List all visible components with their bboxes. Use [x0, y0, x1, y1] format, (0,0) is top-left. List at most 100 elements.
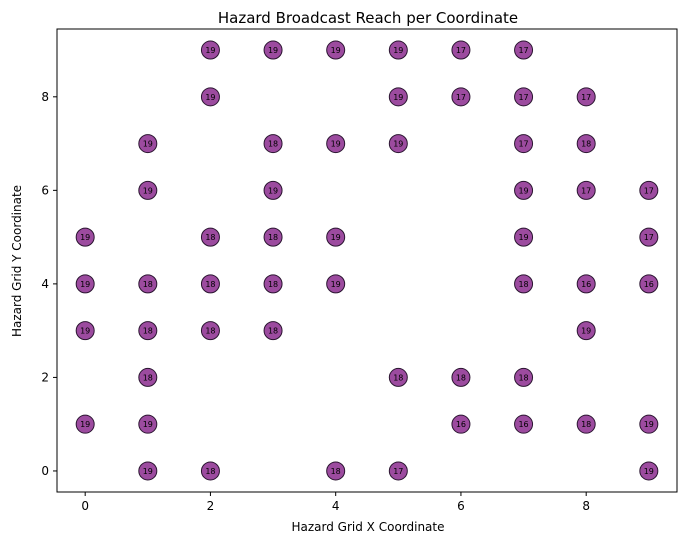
data-point-label: 17 — [518, 46, 528, 55]
data-point-marker — [75, 321, 95, 341]
x-tick-label: 8 — [582, 499, 590, 513]
data-point: 17 — [514, 87, 534, 107]
data-point-marker — [514, 180, 534, 200]
data-point-marker — [263, 274, 283, 294]
data-point: 19 — [138, 180, 158, 200]
data-point: 18 — [576, 134, 596, 154]
y-tick-label: 8 — [41, 90, 49, 104]
data-point-label: 19 — [644, 420, 654, 429]
data-point-label: 17 — [644, 233, 654, 242]
data-point-marker — [388, 461, 408, 481]
data-point-marker — [263, 134, 283, 154]
data-point-marker — [263, 180, 283, 200]
data-point: 19 — [326, 227, 346, 247]
data-point: 18 — [514, 274, 534, 294]
x-tick-label: 2 — [207, 499, 215, 513]
y-tick-label: 0 — [41, 464, 49, 478]
y-tick-label: 4 — [41, 277, 49, 291]
data-point: 18 — [200, 321, 220, 341]
y-axis-label: Hazard Grid Y Coordinate — [10, 185, 24, 337]
data-point: 18 — [263, 321, 283, 341]
data-point: 19 — [75, 414, 95, 434]
data-point-label: 18 — [456, 373, 466, 382]
data-point-marker — [138, 274, 158, 294]
data-point-label: 19 — [331, 280, 341, 289]
data-point: 17 — [576, 87, 596, 107]
data-point-label: 19 — [80, 420, 90, 429]
data-point: 18 — [576, 414, 596, 434]
data-point-label: 19 — [331, 46, 341, 55]
data-point: 17 — [451, 87, 471, 107]
data-point-label: 17 — [393, 467, 403, 476]
data-point-marker — [639, 274, 659, 294]
data-point-label: 19 — [80, 280, 90, 289]
data-point: 17 — [388, 461, 408, 481]
data-point-label: 17 — [456, 46, 466, 55]
data-point-label: 18 — [518, 373, 528, 382]
x-tick-label: 6 — [457, 499, 465, 513]
data-point-label: 19 — [393, 93, 403, 102]
data-point: 19 — [138, 414, 158, 434]
data-point-label: 16 — [581, 280, 591, 289]
data-point: 19 — [75, 274, 95, 294]
data-point-label: 19 — [268, 186, 278, 195]
data-point: 17 — [514, 134, 534, 154]
data-point-label: 18 — [143, 280, 153, 289]
data-point-label: 18 — [331, 467, 341, 476]
data-point-label: 18 — [268, 327, 278, 336]
data-point-label: 17 — [581, 186, 591, 195]
data-point-label: 18 — [268, 140, 278, 149]
data-point-marker — [514, 87, 534, 107]
data-point: 18 — [138, 367, 158, 387]
data-point-marker — [514, 414, 534, 434]
data-point-marker — [263, 321, 283, 341]
data-point-label: 19 — [581, 327, 591, 336]
data-point-marker — [326, 461, 346, 481]
data-point-marker — [138, 321, 158, 341]
data-point-marker — [138, 414, 158, 434]
data-point: 19 — [75, 227, 95, 247]
data-point: 19 — [263, 40, 283, 60]
data-point-label: 17 — [456, 93, 466, 102]
data-point-label: 19 — [143, 140, 153, 149]
data-point-marker — [514, 227, 534, 247]
data-point: 18 — [451, 367, 471, 387]
x-tick-label: 4 — [332, 499, 340, 513]
data-point-label: 16 — [456, 420, 466, 429]
data-point-label: 18 — [205, 280, 215, 289]
data-point-label: 18 — [393, 373, 403, 382]
data-point-label: 19 — [518, 186, 528, 195]
data-point-marker — [326, 40, 346, 60]
data-point-marker — [639, 461, 659, 481]
data-point: 19 — [639, 414, 659, 434]
data-point: 19 — [200, 40, 220, 60]
data-point-marker — [138, 134, 158, 154]
data-point-label: 19 — [393, 140, 403, 149]
data-point-marker — [263, 227, 283, 247]
data-point: 19 — [263, 180, 283, 200]
data-point: 19 — [138, 134, 158, 154]
data-point-label: 18 — [581, 420, 591, 429]
data-point: 18 — [326, 461, 346, 481]
data-point-marker — [388, 134, 408, 154]
data-point-label: 17 — [581, 93, 591, 102]
data-points: 19 19 19 19 17 17 19 19 17 17 17 19 18 19 19 17 18 19 19 19… — [75, 40, 659, 481]
data-point: 17 — [639, 227, 659, 247]
data-point-label: 18 — [268, 280, 278, 289]
data-point-label: 18 — [205, 233, 215, 242]
data-point: 19 — [200, 87, 220, 107]
data-point-marker — [388, 87, 408, 107]
data-point: 19 — [326, 274, 346, 294]
data-point-marker — [200, 274, 220, 294]
data-point: 19 — [388, 40, 408, 60]
data-point-label: 19 — [205, 46, 215, 55]
data-point-marker — [200, 40, 220, 60]
data-point-marker — [200, 227, 220, 247]
data-point-marker — [451, 414, 471, 434]
data-point-label: 17 — [644, 186, 654, 195]
data-point: 18 — [263, 274, 283, 294]
data-point-label: 18 — [205, 467, 215, 476]
data-point: 19 — [514, 227, 534, 247]
data-point-label: 18 — [205, 327, 215, 336]
